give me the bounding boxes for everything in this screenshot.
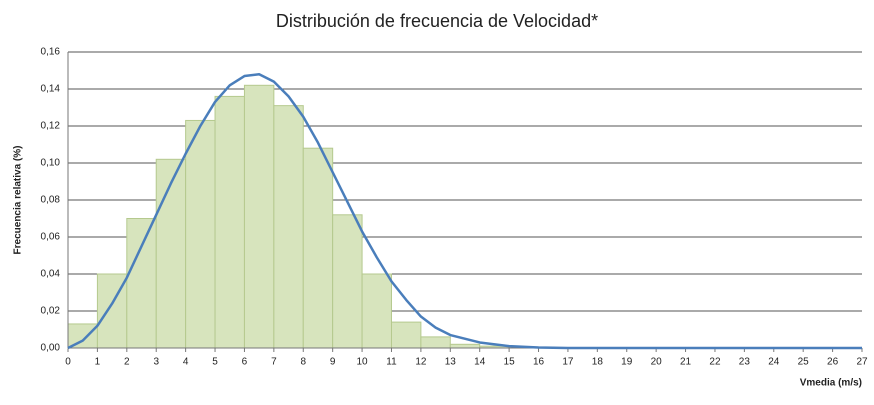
x-tick-label: 14 bbox=[474, 357, 486, 368]
x-tick-label: 11 bbox=[386, 357, 397, 368]
y-tick-label: 0,06 bbox=[41, 232, 61, 243]
bar bbox=[390, 321, 422, 349]
x-tick-label: 5 bbox=[212, 357, 218, 368]
bar bbox=[214, 95, 245, 349]
bar bbox=[302, 147, 334, 349]
x-tick-label: 3 bbox=[153, 357, 159, 368]
x-tick-label: 26 bbox=[827, 357, 839, 368]
bar bbox=[273, 105, 304, 349]
bar bbox=[155, 158, 187, 349]
x-tick-label: 9 bbox=[330, 357, 336, 368]
x-tick-label: 16 bbox=[533, 357, 545, 368]
x-tick-label: 12 bbox=[415, 357, 427, 368]
x-tick-label: 6 bbox=[242, 357, 248, 368]
y-tick-label: 0,12 bbox=[41, 121, 61, 132]
x-tick-label: 8 bbox=[300, 357, 306, 368]
x-tick-label: 15 bbox=[504, 357, 516, 368]
x-tick-label: 24 bbox=[768, 357, 780, 368]
y-tick-label: 0,04 bbox=[41, 269, 61, 280]
bar bbox=[185, 119, 216, 349]
x-tick-label: 13 bbox=[445, 357, 457, 368]
x-tick-label: 18 bbox=[592, 357, 604, 368]
bar bbox=[361, 273, 392, 349]
x-tick-label: 17 bbox=[562, 357, 574, 368]
x-tick-label: 7 bbox=[271, 357, 277, 368]
x-tick-label: 27 bbox=[856, 357, 868, 368]
bar bbox=[126, 218, 157, 349]
chart-title: Distribución de frecuencia de Velocidad* bbox=[276, 11, 598, 31]
bar bbox=[420, 336, 451, 349]
x-tick-label: 22 bbox=[709, 357, 721, 368]
fit-curve bbox=[67, 72, 862, 350]
x-tick-label: 1 bbox=[95, 357, 101, 368]
bar bbox=[243, 84, 275, 349]
bar bbox=[449, 343, 481, 349]
bar bbox=[67, 323, 98, 349]
x-tick-label: 21 bbox=[680, 357, 692, 368]
x-tick-label: 0 bbox=[65, 357, 71, 368]
y-tick-label: 0,02 bbox=[41, 306, 61, 317]
x-tick-label: 23 bbox=[739, 357, 751, 368]
x-tick-label: 25 bbox=[798, 357, 810, 368]
y-tick-label: 0,10 bbox=[41, 158, 61, 169]
x-tick-label: 2 bbox=[124, 357, 130, 368]
x-tick-label: 20 bbox=[651, 357, 663, 368]
x-axis-label: Vmedia (m/s) bbox=[800, 378, 862, 389]
bar bbox=[332, 214, 363, 349]
x-tick-label: 4 bbox=[183, 357, 189, 368]
y-axis-label: Frecuencia relativa (%) bbox=[13, 146, 24, 255]
y-tick-label: 0,14 bbox=[41, 84, 61, 95]
x-tick-label: 10 bbox=[357, 357, 369, 368]
x-tick-label: 19 bbox=[621, 357, 633, 368]
y-tick-label: 0,08 bbox=[41, 195, 61, 206]
y-tick-label: 0,16 bbox=[41, 47, 61, 58]
y-tick-label: 0,00 bbox=[41, 343, 61, 354]
